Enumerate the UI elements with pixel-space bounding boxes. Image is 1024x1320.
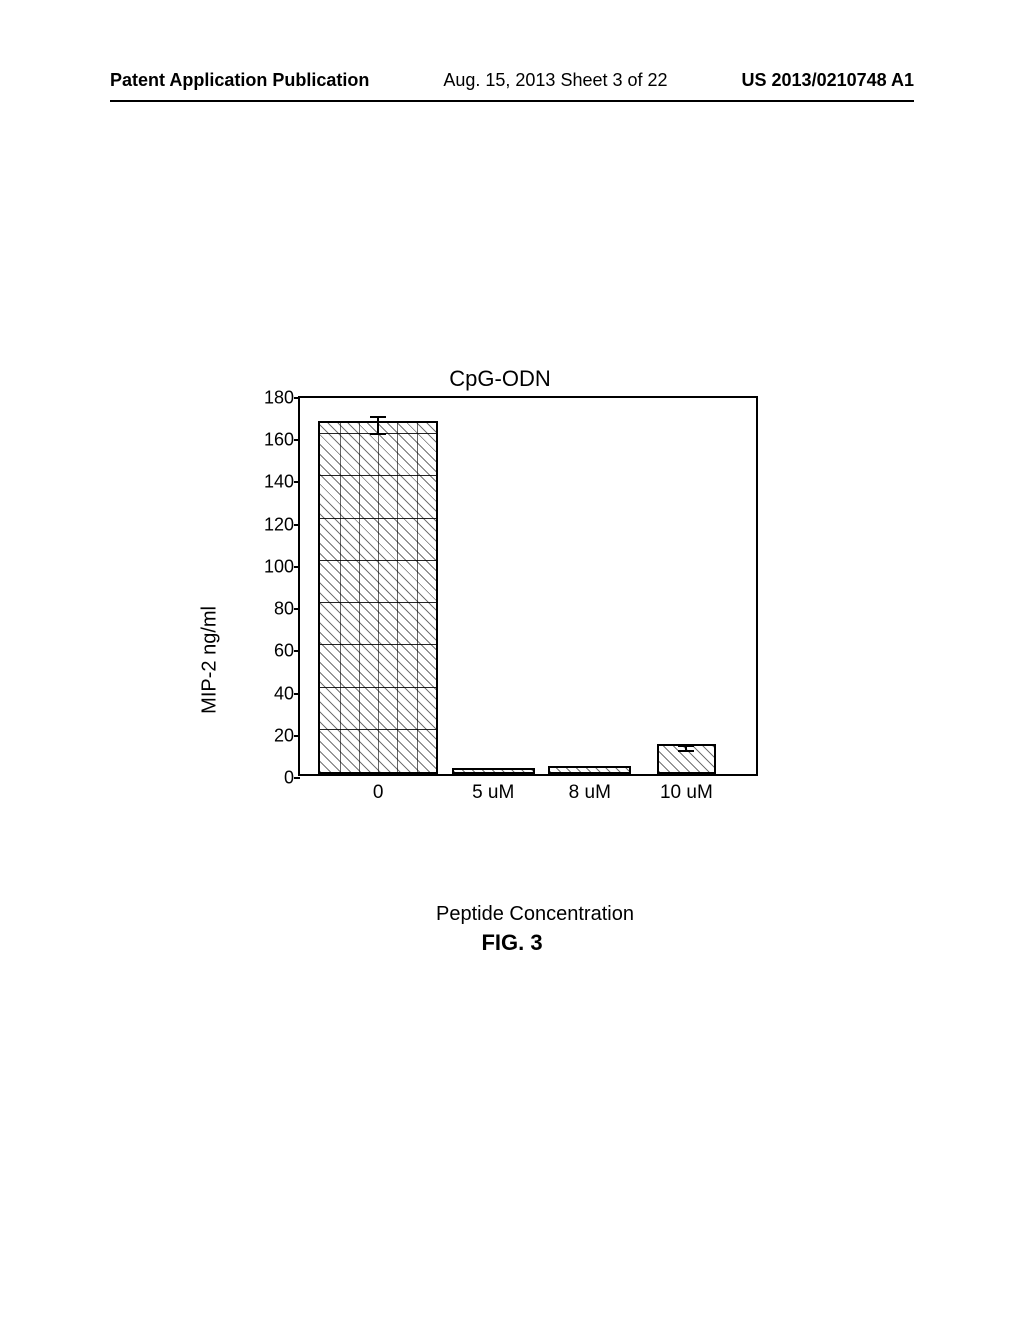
error-cap [370,416,386,418]
y-tick-mark [294,397,300,399]
y-axis-label: MIP-2 ng/ml [199,606,222,714]
chart-title: CpG-ODN [220,366,780,392]
x-tick-label: 0 [373,774,384,804]
x-tick-label: 10 uM [660,774,713,804]
x-tick-label: 8 uM [569,774,611,804]
plot-area: 02040608010012014016018005 uM8 uM10 uM [298,396,758,776]
y-tick-mark [294,777,300,779]
bar [318,421,438,774]
x-axis-label: Peptide Concentration [290,903,780,926]
error-cap [678,745,694,747]
error-bar [377,417,379,434]
y-tick-mark [294,693,300,695]
header-center: Aug. 15, 2013 Sheet 3 of 22 [443,70,667,91]
header-right: US 2013/0210748 A1 [742,70,914,91]
figure-caption: FIG. 3 [0,930,1024,956]
y-tick-mark [294,608,300,610]
y-tick-mark [294,439,300,441]
x-tick-label: 5 uM [472,774,514,804]
bar [548,766,631,774]
y-tick-mark [294,735,300,737]
page-header: Patent Application Publication Aug. 15, … [0,70,1024,101]
y-tick-mark [294,524,300,526]
y-tick-mark [294,481,300,483]
error-cap [370,433,386,435]
figure: CpG-ODN MIP-2 ng/ml 02040608010012014016… [220,366,780,846]
error-cap [678,750,694,752]
header-left: Patent Application Publication [110,70,369,91]
header-rule [110,100,914,102]
y-tick-mark [294,650,300,652]
y-tick-mark [294,566,300,568]
